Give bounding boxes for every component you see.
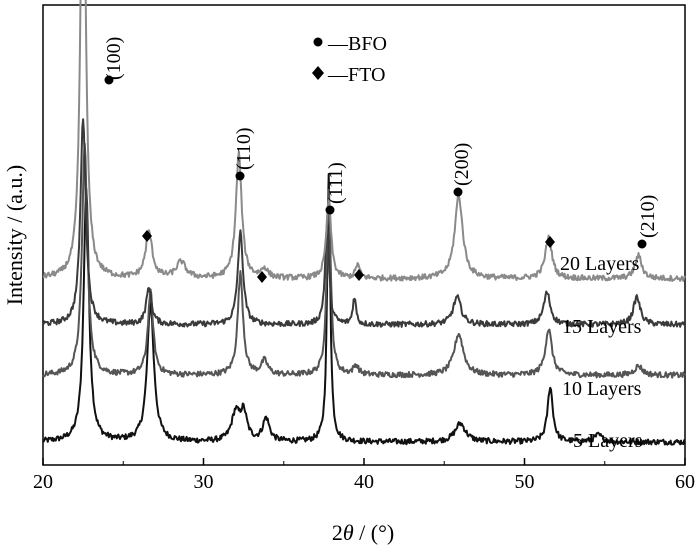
series-line-1 bbox=[42, 173, 686, 446]
bfo-marker bbox=[104, 75, 114, 85]
bfo-marker bbox=[325, 205, 335, 215]
y-axis-label: Intensity / (a.u.) bbox=[2, 165, 27, 306]
peak-label: (210) bbox=[637, 195, 659, 238]
x-tick-label: 50 bbox=[515, 471, 535, 493]
bfo-marker bbox=[637, 239, 647, 249]
legend-bfo-marker bbox=[313, 37, 323, 47]
legend-bfo-label: —BFO bbox=[327, 33, 387, 55]
x-axis-label: 2θ / (°) bbox=[332, 520, 394, 545]
fto-marker bbox=[545, 236, 555, 248]
fto-marker bbox=[354, 269, 364, 281]
x-tick-label: 40 bbox=[354, 471, 374, 493]
series-label-3: 15 Layers bbox=[562, 316, 642, 338]
legend-fto-label: —FTO bbox=[327, 64, 385, 86]
peak-label: (111) bbox=[325, 162, 347, 204]
bfo-marker bbox=[235, 171, 245, 181]
peak-label: (100) bbox=[103, 37, 125, 80]
peak-label: (200) bbox=[451, 143, 473, 186]
bfo-marker bbox=[453, 187, 463, 197]
x-tick-label: 20 bbox=[33, 471, 53, 493]
series-label-1: 5 Layers bbox=[573, 430, 643, 452]
fto-marker bbox=[257, 271, 267, 283]
series-label-4: 20 Layers bbox=[560, 253, 640, 275]
peak-markers: (100) (110) (111) (200) (210) bbox=[103, 37, 659, 283]
series-labels: 5 Layers 10 Layers 15 Layers 20 Layers bbox=[560, 253, 643, 452]
legend: —BFO —FTO bbox=[312, 33, 387, 86]
fto-marker bbox=[142, 230, 152, 242]
series-line-3 bbox=[42, 118, 686, 328]
legend-fto-marker bbox=[312, 66, 324, 80]
series-label-2: 10 Layers bbox=[562, 378, 642, 400]
x-tick-label: 60 bbox=[675, 471, 695, 493]
x-tick-label: 30 bbox=[194, 471, 214, 493]
x-axis-ticks: 20 30 40 50 60 bbox=[33, 458, 695, 493]
peak-label: (110) bbox=[233, 127, 255, 170]
